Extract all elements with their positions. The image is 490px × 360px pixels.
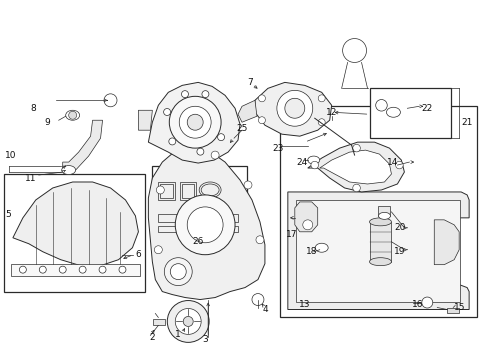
Circle shape — [179, 106, 211, 138]
Circle shape — [169, 138, 176, 145]
Text: 17: 17 — [286, 230, 297, 239]
Bar — [369, 222, 392, 262]
Circle shape — [39, 266, 46, 273]
Circle shape — [285, 98, 305, 118]
Circle shape — [175, 309, 201, 334]
Bar — [280, 106, 477, 318]
Ellipse shape — [369, 258, 392, 266]
Circle shape — [311, 161, 318, 169]
Circle shape — [422, 297, 433, 308]
Circle shape — [181, 91, 189, 98]
Circle shape — [211, 151, 219, 159]
Ellipse shape — [387, 107, 400, 117]
Circle shape — [175, 195, 235, 255]
Ellipse shape — [66, 110, 80, 120]
Circle shape — [169, 96, 221, 148]
Circle shape — [258, 117, 266, 124]
Text: 19: 19 — [394, 247, 406, 256]
Bar — [4, 174, 146, 292]
Circle shape — [376, 99, 387, 111]
Text: 2: 2 — [149, 333, 155, 342]
Circle shape — [277, 90, 313, 126]
Text: 15: 15 — [454, 303, 466, 312]
Circle shape — [256, 236, 264, 244]
Circle shape — [59, 266, 66, 273]
Polygon shape — [11, 264, 141, 276]
Text: 11: 11 — [25, 174, 37, 183]
Circle shape — [119, 266, 126, 273]
Circle shape — [303, 220, 313, 230]
Circle shape — [156, 186, 164, 194]
Circle shape — [154, 246, 162, 254]
Text: 1: 1 — [175, 330, 181, 339]
Circle shape — [187, 207, 223, 243]
Circle shape — [167, 301, 209, 342]
Polygon shape — [148, 82, 240, 163]
Ellipse shape — [62, 166, 75, 175]
Polygon shape — [434, 220, 459, 265]
Text: 20: 20 — [394, 223, 406, 232]
Bar — [369, 88, 451, 138]
Circle shape — [183, 316, 193, 327]
Text: 13: 13 — [299, 300, 311, 309]
Polygon shape — [148, 146, 265, 300]
Circle shape — [69, 111, 76, 119]
Circle shape — [187, 114, 203, 130]
Circle shape — [202, 91, 209, 98]
Polygon shape — [288, 192, 469, 310]
Text: 9: 9 — [44, 118, 49, 127]
Ellipse shape — [369, 218, 392, 226]
Text: 16: 16 — [412, 300, 423, 309]
Text: 12: 12 — [326, 108, 337, 117]
Text: 18: 18 — [306, 247, 318, 256]
Text: 23: 23 — [272, 144, 284, 153]
Text: 6: 6 — [135, 250, 141, 259]
Polygon shape — [138, 110, 152, 130]
Polygon shape — [447, 307, 459, 314]
Text: 10: 10 — [5, 150, 17, 159]
Circle shape — [252, 293, 264, 306]
Circle shape — [218, 134, 224, 141]
Polygon shape — [255, 82, 332, 136]
Circle shape — [258, 95, 266, 102]
Text: 14: 14 — [388, 158, 399, 167]
Text: 3: 3 — [202, 335, 208, 344]
Polygon shape — [13, 182, 138, 266]
Circle shape — [395, 161, 403, 169]
Bar — [378, 206, 391, 216]
Text: 5: 5 — [5, 210, 11, 219]
Circle shape — [99, 266, 106, 273]
Text: 25: 25 — [236, 124, 248, 133]
Bar — [152, 166, 247, 238]
Circle shape — [318, 119, 325, 126]
Circle shape — [164, 258, 192, 285]
Circle shape — [318, 95, 325, 102]
Polygon shape — [153, 319, 165, 325]
Polygon shape — [319, 150, 392, 184]
Circle shape — [197, 148, 204, 155]
Polygon shape — [295, 202, 318, 232]
Circle shape — [164, 108, 171, 116]
Circle shape — [353, 144, 360, 152]
Circle shape — [79, 266, 86, 273]
Circle shape — [353, 184, 360, 192]
Polygon shape — [238, 100, 257, 122]
Text: 8: 8 — [30, 104, 36, 113]
Ellipse shape — [308, 156, 319, 164]
Text: 24: 24 — [296, 158, 307, 167]
Circle shape — [171, 264, 186, 280]
Text: 7: 7 — [247, 78, 253, 87]
Circle shape — [244, 181, 252, 189]
Polygon shape — [308, 142, 404, 192]
Text: 21: 21 — [461, 118, 472, 127]
Text: 26: 26 — [193, 237, 204, 246]
Bar — [296, 200, 460, 302]
Text: 22: 22 — [422, 104, 433, 113]
Ellipse shape — [378, 212, 391, 219]
Ellipse shape — [315, 243, 328, 252]
Polygon shape — [63, 120, 102, 170]
Text: 4: 4 — [262, 305, 268, 314]
Circle shape — [104, 94, 117, 107]
Circle shape — [20, 266, 26, 273]
